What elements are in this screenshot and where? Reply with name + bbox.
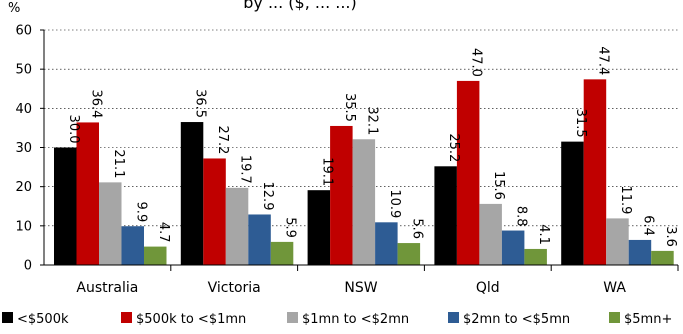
bar-australia-4 xyxy=(144,246,167,265)
legend-swatch-4 xyxy=(609,312,620,323)
bar-nsw-3 xyxy=(375,222,398,265)
bar-wa-4 xyxy=(651,250,674,265)
bar-victoria-1 xyxy=(203,158,226,265)
bar-australia-3 xyxy=(121,226,144,265)
legend-label-3: $2mn to <$5mn xyxy=(463,312,570,327)
bar-qld-0 xyxy=(434,166,457,265)
data-label-qld-2: 15.6 xyxy=(491,171,506,200)
axes: 0 10 20 30 40 50 60 Australia Victoria NSW Qld WA xyxy=(15,24,679,296)
x-tick-label-qld: Qld xyxy=(476,280,500,296)
data-label-victoria-4: 5.9 xyxy=(283,217,298,238)
bar-victoria-2 xyxy=(225,187,249,265)
legend-label-1: $500k to <$1mn xyxy=(136,312,246,327)
bar-qld-1 xyxy=(456,80,480,266)
data-label-victoria-3: 12.9 xyxy=(260,182,275,211)
bar-wa-1 xyxy=(583,79,607,265)
bar-nsw-2 xyxy=(352,139,376,265)
bar-qld-2 xyxy=(479,203,502,265)
legend-label-2: $1mn to <$2mn xyxy=(302,312,409,327)
legend-label-4: $5mn+ xyxy=(624,312,672,327)
data-label-wa-1: 47.4 xyxy=(595,46,610,75)
legend-swatch-3 xyxy=(448,312,459,323)
bar-australia-1 xyxy=(76,122,99,265)
x-tick-label-wa: WA xyxy=(603,280,626,296)
data-label-nsw-3: 10.9 xyxy=(387,189,402,218)
bar-nsw-1 xyxy=(330,125,353,265)
y-tick-label-30: 30 xyxy=(15,141,32,156)
data-label-victoria-0: 36.5 xyxy=(193,89,208,118)
legend-label-0: <$500k xyxy=(17,312,69,327)
data-label-australia-3: 9.9 xyxy=(133,202,148,223)
data-label-nsw-0: 19.1 xyxy=(319,157,334,186)
y-tick-label-0: 0 xyxy=(24,259,32,274)
data-label-australia-0: 30.0 xyxy=(66,115,81,144)
data-label-wa-2: 11.9 xyxy=(618,185,633,214)
legend-swatch-0 xyxy=(2,312,13,323)
data-label-nsw-2: 32.1 xyxy=(364,106,379,135)
data-label-qld-4: 4.1 xyxy=(536,224,551,245)
bar-wa-3 xyxy=(628,239,652,265)
bar-victoria-4 xyxy=(270,241,294,265)
data-label-wa-0: 31.5 xyxy=(573,109,588,138)
bar-wa-2 xyxy=(606,218,629,265)
legend-swatch-2 xyxy=(287,312,298,323)
x-tick-label-nsw: NSW xyxy=(344,280,377,296)
legend: <$500k $500k to <$1mn $1mn to <$2mn $2mn to… xyxy=(2,312,672,327)
y-tick-label-50: 50 xyxy=(15,63,32,78)
data-label-qld-1: 47.0 xyxy=(469,48,484,77)
data-label-wa-3: 6.4 xyxy=(640,215,655,236)
data-label-australia-4: 4.7 xyxy=(156,222,171,243)
legend-swatch-1 xyxy=(121,312,132,323)
y-tick-label-10: 10 xyxy=(15,219,32,234)
x-tick-label-australia: Australia xyxy=(76,280,138,296)
data-label-australia-2: 21.1 xyxy=(111,149,126,178)
bar-qld-4 xyxy=(524,248,547,265)
bar-victoria-3 xyxy=(248,214,271,265)
bar-wa-0 xyxy=(561,141,584,265)
data-label-nsw-1: 35.5 xyxy=(342,93,357,122)
bar-qld-3 xyxy=(501,230,525,265)
data-label-wa-4: 3.6 xyxy=(663,226,678,247)
x-tick-label-victoria: Victoria xyxy=(208,280,261,296)
chart-title: by ... ($, ... ...) xyxy=(243,0,357,12)
y-tick-label-20: 20 xyxy=(15,180,32,195)
bars xyxy=(54,79,674,266)
bar-victoria-0 xyxy=(180,122,204,266)
data-labels: 30.0 36.4 21.1 9.9 4.7 36.5 27.2 19.7 12.9 5.9 19.… xyxy=(66,46,678,247)
bar-nsw-4 xyxy=(397,243,421,265)
data-label-qld-3: 8.8 xyxy=(514,206,529,227)
data-label-qld-0: 25.2 xyxy=(446,133,461,162)
y-tick-label-60: 60 xyxy=(15,24,32,39)
data-label-victoria-1: 27.2 xyxy=(215,126,230,155)
bar-australia-2 xyxy=(99,182,122,265)
data-label-victoria-2: 19.7 xyxy=(238,155,253,184)
data-label-nsw-4: 5.6 xyxy=(409,218,424,239)
y-tick-label-40: 40 xyxy=(15,102,32,117)
y-axis-unit-label: % xyxy=(8,1,20,16)
data-label-australia-1: 36.4 xyxy=(88,89,103,118)
bar-nsw-0 xyxy=(307,190,331,265)
bar-australia-0 xyxy=(54,147,77,265)
